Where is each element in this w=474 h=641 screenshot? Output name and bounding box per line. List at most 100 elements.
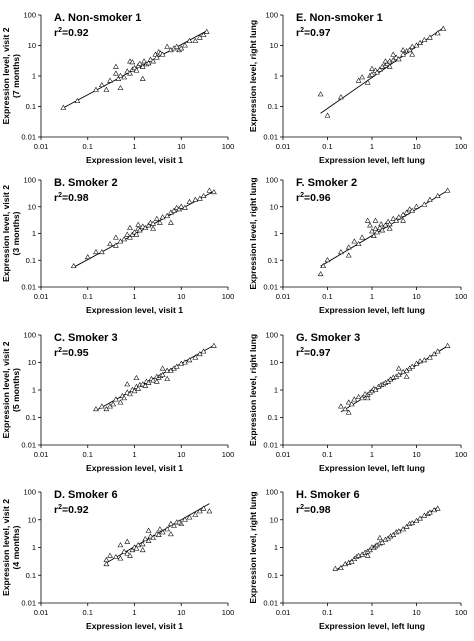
x-axis-label: Expression level, left lung bbox=[319, 155, 425, 165]
data-point bbox=[113, 234, 119, 240]
x-tick-label: 1 bbox=[370, 450, 374, 459]
data-point bbox=[413, 42, 420, 48]
data-point bbox=[351, 238, 358, 244]
data-point bbox=[110, 401, 117, 407]
data-point bbox=[182, 204, 188, 210]
data-point bbox=[139, 75, 146, 81]
r-symbol: r bbox=[296, 192, 300, 204]
r-superscript: 2 bbox=[58, 27, 62, 34]
r-squared-label: r2=0.97 bbox=[296, 347, 331, 359]
data-point bbox=[192, 354, 199, 360]
data-point bbox=[427, 354, 433, 360]
x-tick-label: 1 bbox=[370, 608, 374, 617]
data-point bbox=[403, 209, 410, 215]
data-point bbox=[150, 58, 156, 64]
data-point bbox=[348, 558, 355, 564]
y-tick-label: 1 bbox=[32, 72, 36, 81]
y-tick-label: 10 bbox=[28, 515, 36, 524]
data-point bbox=[127, 391, 133, 397]
data-point bbox=[98, 249, 105, 255]
panel-f: 0.01 0.1 1 10 100 100 10 1 0.1 0.01 Expression lev… bbox=[248, 176, 467, 315]
data-point bbox=[113, 553, 119, 559]
y-tick-label: 0.1 bbox=[26, 102, 36, 111]
data-point bbox=[113, 242, 119, 248]
data-point bbox=[206, 508, 213, 514]
data-point bbox=[417, 515, 423, 521]
r-symbol: r bbox=[54, 347, 58, 359]
data-point bbox=[127, 552, 133, 558]
x-axis-label: Expression level, left lung bbox=[319, 305, 425, 315]
x-tick-label: 100 bbox=[222, 450, 235, 459]
data-point bbox=[182, 359, 188, 365]
data-point bbox=[372, 217, 379, 223]
r-symbol: r bbox=[54, 504, 58, 516]
data-point bbox=[93, 86, 99, 92]
regression-line bbox=[320, 190, 448, 267]
data-point bbox=[342, 561, 349, 567]
data-point bbox=[176, 206, 182, 212]
data-point bbox=[364, 395, 371, 401]
data-point bbox=[127, 224, 133, 230]
y-tick-label: 10 bbox=[28, 358, 36, 367]
data-point bbox=[136, 227, 143, 233]
x-tick-label: 1 bbox=[370, 292, 374, 301]
data-point bbox=[403, 373, 410, 379]
data-point bbox=[133, 231, 140, 237]
y-axis-label-note: (7 months) bbox=[11, 54, 21, 98]
data-point bbox=[393, 217, 400, 223]
panel-title: E. Non-smoker 1 bbox=[296, 12, 383, 24]
r-superscript: 2 bbox=[300, 347, 304, 354]
data-point bbox=[159, 365, 166, 371]
data-point bbox=[413, 203, 420, 209]
data-point bbox=[338, 94, 344, 100]
y-tick-label: 0.1 bbox=[268, 413, 278, 422]
data-point bbox=[121, 236, 128, 242]
x-tick-label: 10 bbox=[177, 450, 185, 459]
panel-title: H. Smoker 6 bbox=[296, 489, 360, 501]
r-squared-value: =0.96 bbox=[304, 192, 331, 204]
data-point bbox=[409, 51, 416, 57]
data-point bbox=[364, 217, 371, 223]
data-point bbox=[135, 542, 142, 548]
data-point bbox=[206, 187, 213, 193]
data-point bbox=[351, 396, 358, 402]
x-tick-label: 10 bbox=[177, 608, 185, 617]
data-point bbox=[409, 207, 416, 213]
data-point bbox=[427, 196, 433, 202]
data-point bbox=[367, 222, 373, 228]
data-point bbox=[98, 82, 105, 88]
data-point bbox=[103, 556, 110, 563]
data-point bbox=[211, 342, 217, 348]
data-point bbox=[393, 54, 400, 60]
y-tick-label: 1 bbox=[274, 229, 278, 238]
r-squared-label: r2=0.98 bbox=[296, 504, 331, 516]
data-point bbox=[364, 552, 371, 558]
data-point bbox=[434, 30, 441, 36]
data-point bbox=[359, 395, 366, 401]
panel-title: B. Smoker 2 bbox=[54, 177, 118, 189]
data-point bbox=[378, 221, 384, 227]
data-point bbox=[317, 271, 324, 277]
data-point bbox=[369, 65, 375, 71]
data-point bbox=[129, 547, 136, 553]
data-point bbox=[364, 79, 371, 85]
data-point bbox=[139, 63, 146, 69]
data-point bbox=[171, 207, 177, 213]
r-superscript: 2 bbox=[300, 504, 304, 511]
data-point bbox=[135, 221, 142, 227]
data-point bbox=[124, 389, 131, 395]
data-point bbox=[133, 374, 140, 381]
data-point bbox=[113, 63, 119, 69]
data-point bbox=[359, 74, 366, 80]
x-tick-label: 100 bbox=[455, 450, 468, 459]
y-tick-label: 0.1 bbox=[26, 256, 36, 265]
data-point bbox=[159, 371, 166, 377]
data-point bbox=[186, 37, 193, 43]
data-point bbox=[141, 58, 147, 64]
x-axis-label: Expression level, left lung bbox=[319, 463, 425, 473]
x-tick-label: 10 bbox=[412, 450, 420, 459]
panel-title: G. Smoker 3 bbox=[296, 332, 360, 344]
data-point bbox=[186, 514, 193, 520]
data-point bbox=[406, 206, 413, 212]
